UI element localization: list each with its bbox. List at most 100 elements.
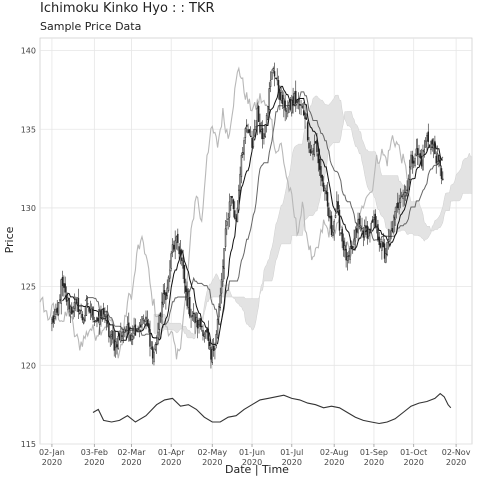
candle-body: [64, 283, 66, 293]
candle-body: [163, 290, 166, 295]
x-tick-label: 01-Jun: [239, 448, 265, 457]
candle-body: [379, 243, 382, 248]
candle-body: [261, 128, 264, 139]
candle-body: [350, 245, 353, 248]
candle-body: [110, 334, 113, 337]
candle-body: [129, 334, 131, 341]
candle-body: [187, 298, 190, 308]
candle-body: [68, 297, 70, 310]
candle-body: [434, 142, 436, 155]
candle-body: [361, 227, 363, 230]
x-tick-label: 02-Mar: [117, 448, 146, 457]
x-tick-label-year: 2020: [84, 458, 104, 467]
candle-body: [113, 339, 115, 351]
candle-body: [100, 309, 102, 317]
candle-body: [240, 155, 243, 177]
candle-body: [399, 197, 402, 203]
candle-body: [181, 257, 183, 261]
candle-body: [271, 71, 273, 80]
candle-body: [423, 149, 426, 153]
candle-body: [296, 101, 298, 103]
candle-body: [76, 297, 78, 303]
candle-body: [141, 316, 143, 325]
candle-body: [324, 187, 326, 191]
candle-body: [321, 174, 323, 182]
candle-body: [259, 122, 261, 133]
candle-body: [203, 333, 206, 338]
candle-body: [65, 294, 68, 302]
candle-body: [238, 189, 240, 211]
candle-body: [81, 313, 84, 321]
candle-body: [158, 315, 160, 330]
candle-body: [370, 222, 373, 233]
plot-border: [39, 37, 473, 445]
candle-body: [409, 166, 411, 180]
candle-body: [218, 306, 220, 318]
candle-body: [432, 144, 435, 149]
candle-body: [424, 140, 427, 148]
candle-body: [394, 210, 396, 220]
x-tick-label-year: 2020: [282, 458, 302, 467]
candle-body: [338, 209, 341, 231]
candle-body: [397, 202, 399, 209]
candle-body: [375, 225, 378, 228]
candle-body: [247, 129, 249, 134]
candle-body: [308, 142, 310, 149]
candle-body: [276, 77, 278, 81]
x-tick-label: 02-Aug: [320, 448, 349, 457]
candle-body: [320, 166, 322, 178]
candle-body: [292, 96, 294, 104]
candle-body: [186, 288, 188, 306]
candle-body: [313, 143, 316, 155]
candlesticks: [51, 62, 444, 369]
candle-body: [170, 253, 172, 269]
candle-body: [94, 320, 97, 323]
candle-body: [125, 330, 127, 332]
candle-body: [430, 141, 432, 151]
candle-body: [253, 129, 256, 137]
candle-body: [183, 264, 186, 284]
candle-body: [138, 326, 141, 332]
candle-body: [401, 195, 403, 197]
candle-body: [391, 228, 394, 233]
candle-body: [273, 71, 276, 77]
candle-body: [439, 160, 441, 167]
candle-body: [406, 189, 408, 191]
candle-body: [381, 241, 383, 251]
candle-body: [231, 196, 233, 198]
candle-body: [226, 221, 228, 226]
candle-body: [268, 88, 270, 110]
candle-body: [195, 316, 198, 323]
candle-body: [329, 216, 331, 219]
candle-body: [86, 303, 89, 305]
x-tick-label-year: 2020: [364, 458, 384, 467]
x-tick-label: 02-Nov: [442, 448, 471, 457]
candle-body: [275, 77, 277, 80]
candle-body: [440, 168, 443, 179]
candle-body: [157, 331, 159, 344]
x-tick-labels: 02-Jan202003-Feb202002-Mar202001-Apr2020…: [39, 448, 471, 467]
candle-body: [382, 242, 384, 248]
candle-body: [306, 122, 309, 141]
candle-body: [365, 225, 367, 229]
candle-body: [130, 335, 133, 341]
candle-body: [412, 160, 415, 164]
candle-body: [57, 302, 60, 315]
candle-body: [77, 297, 80, 313]
candle-body: [387, 239, 390, 242]
candle-body: [281, 94, 284, 105]
candle-body: [230, 196, 232, 206]
candle-body: [345, 248, 347, 261]
x-tick-label-year: 2020: [242, 458, 262, 467]
candle-body: [171, 244, 174, 253]
candle-body: [378, 236, 380, 246]
candle-body: [232, 199, 235, 210]
candle-body: [284, 100, 286, 111]
candle-body: [301, 106, 304, 108]
candle-body: [304, 112, 306, 119]
candle-body: [431, 139, 433, 145]
candle-body: [383, 243, 386, 259]
candle-body: [220, 279, 223, 294]
candle-body: [137, 329, 139, 332]
